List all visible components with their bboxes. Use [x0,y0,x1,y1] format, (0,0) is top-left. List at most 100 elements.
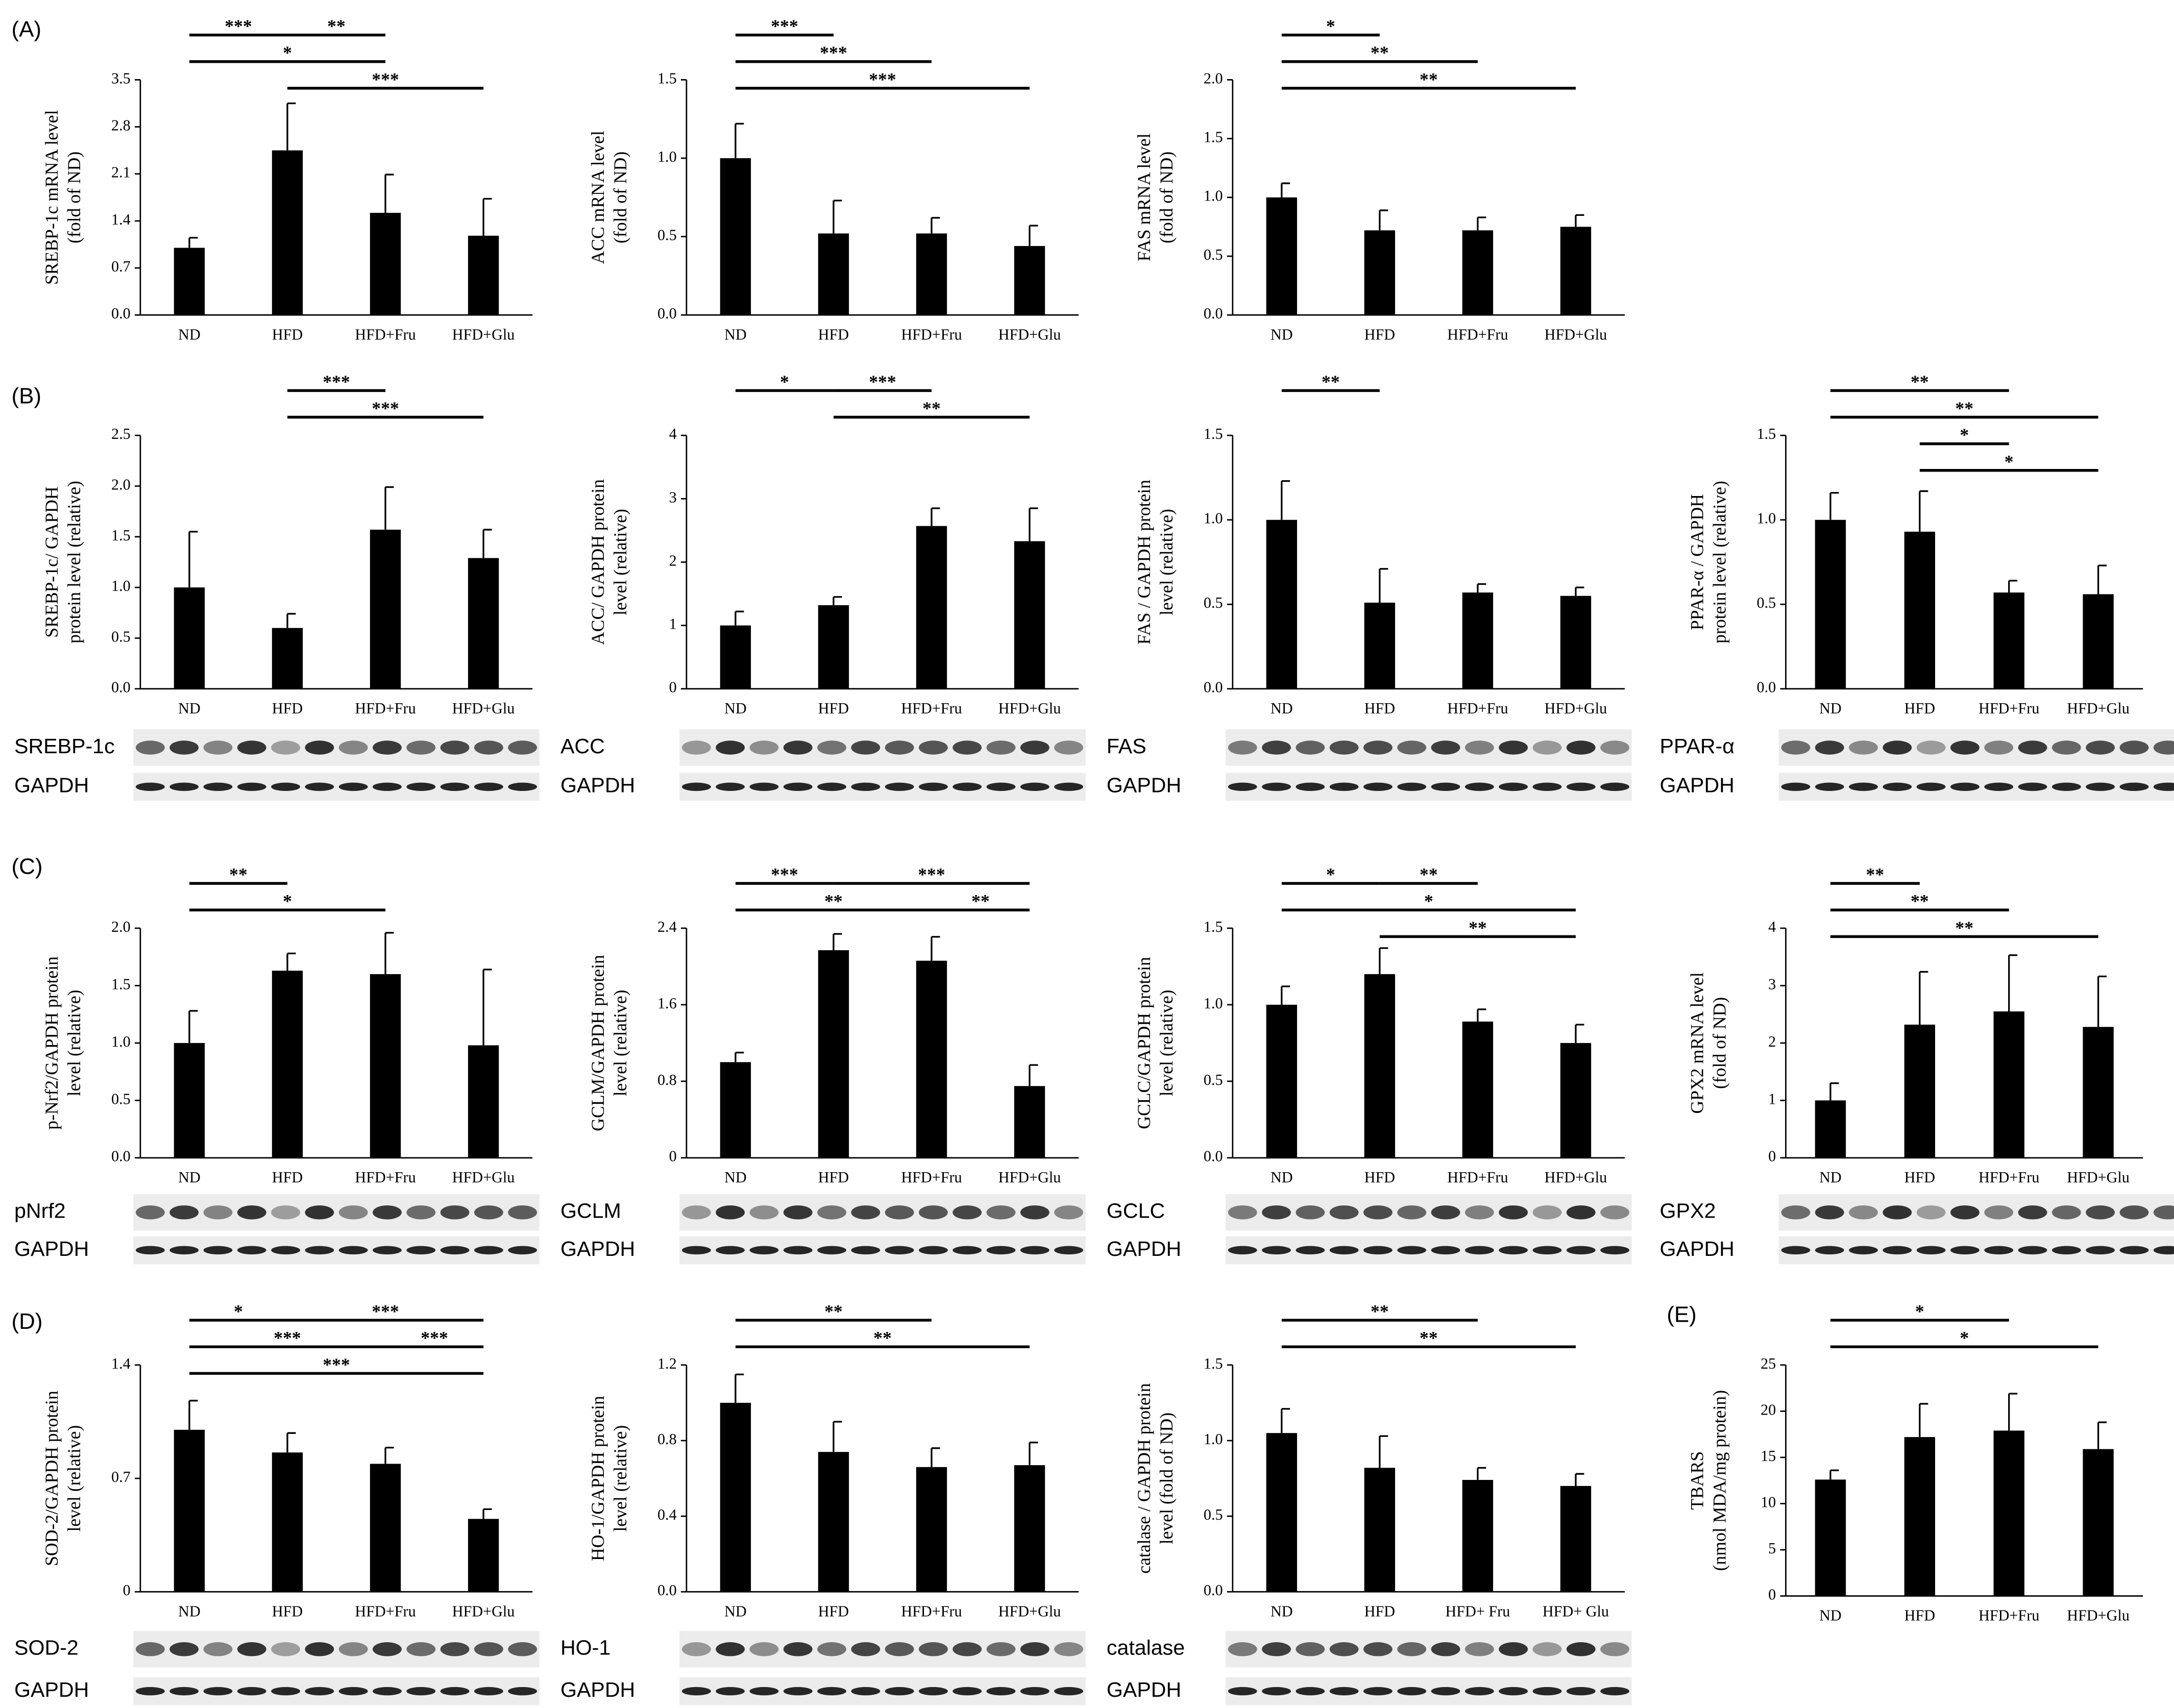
blot-band [1950,782,1980,791]
y-tick-label: 1 [1768,1090,1776,1107]
chart-panel: FAS mRNA level (fold of ND) 0.0 0.5 1.0 1.5 2.… [1134,16,1625,343]
y-axis-title: level (relative) [64,989,84,1096]
bar [1014,1086,1045,1158]
bar [2083,594,2114,689]
blot-band [1054,740,1084,755]
bar [916,1467,947,1592]
x-tick-label: HFD+Glu [452,1602,515,1620]
x-tick-label: HFD+Fru [355,1169,416,1186]
blot-band [918,782,948,791]
y-tick-label: 2 [669,552,677,569]
blot-band [406,740,436,755]
blot-band [885,1205,914,1220]
blot-band [1849,740,1878,755]
blot-band [406,1642,436,1656]
blot-band [1363,1687,1393,1696]
y-axis-title: p-Nrf2/GAPDH protein [41,956,62,1130]
blot-band [1296,1642,1325,1656]
blot-band [508,1642,538,1656]
blot-label: GAPDH [1660,774,1735,797]
blot-band [986,782,1016,791]
bar [720,1402,751,1592]
blot-band [1296,782,1325,791]
blot-band [2086,782,2115,791]
blot-band [508,740,538,755]
bar [1815,519,1846,689]
blot-label: HO-1 [560,1636,610,1660]
x-tick-label: HFD+ Fru [1446,1602,1510,1620]
y-tick-label: 0.0 [1204,305,1223,322]
blot-band [1054,1246,1084,1255]
bar [272,628,303,689]
blot-band [952,782,982,791]
y-tick-label: 0.0 [1757,679,1776,696]
y-tick-label: 4 [1768,918,1776,935]
blot-band [716,1246,745,1255]
y-tick-label: 0.5 [111,1090,131,1107]
y-tick-label: 0.0 [1204,679,1223,696]
blot-strip [679,729,1086,766]
x-tick-label: HFD+Glu [2067,700,2130,717]
y-axis-title: (fold of ND) [1156,152,1177,243]
blot-band [1054,782,1084,791]
x-tick-label: ND [1271,1602,1293,1620]
blot-band [783,1642,813,1656]
blot-band [203,1642,233,1656]
x-tick-label: HFD [272,700,303,717]
bar [1014,541,1045,689]
y-axis-title: GPX2 mRNA level [1687,972,1707,1113]
blot-band [1020,1246,1049,1255]
bar [1266,1433,1298,1592]
y-axis-title: ACC mRNA level [588,131,608,264]
bar [1364,230,1396,315]
blot-band [135,1246,165,1255]
y-axis-title: level (relative) [1156,509,1177,615]
blot-band [817,740,846,755]
blot-band [1916,782,1946,791]
y-axis-title: SREBP-1c mRNA level [41,110,62,285]
significance-label: * [2005,451,2014,472]
blot-band [783,782,813,791]
blot-band [2018,782,2047,791]
y-tick-label: 0.0 [111,1148,131,1165]
y-axis-title: SOD-2/GAPDH protein [41,1391,62,1566]
y-tick-label: 1.0 [1204,1430,1223,1448]
x-tick-label: HFD+Fru [355,1602,416,1620]
blot-band [1950,1205,1980,1220]
blot-band [1815,1246,1844,1255]
bar [370,213,401,315]
blot-band [305,782,334,791]
x-tick-label: ND [1271,700,1293,717]
chart-panel: (A) SREBP-1c mRNA level (fold of ND) 0.0 0.7… [12,16,533,343]
y-tick-label: 1.6 [657,995,677,1012]
blot-band [1228,1205,1257,1220]
blot-strip [1226,773,1632,801]
significance-label: * [1960,1328,1969,1348]
panel-label: (C) [12,854,43,879]
bar [468,1045,499,1158]
y-tick-label: 0.7 [111,258,131,275]
blot-band [851,740,881,755]
blot-band [1883,1246,1912,1255]
blot-band [1228,740,1257,755]
blot-band [1020,1205,1049,1220]
blot-band [885,1246,914,1255]
blot-band [1464,1642,1494,1656]
blot-band [203,1687,233,1696]
blot-band [338,782,368,791]
bar [1462,1480,1494,1592]
blot-band [373,1687,402,1696]
blot-band [373,1205,402,1220]
blot-band [305,1687,334,1696]
x-tick-label: HFD+Fru [1447,700,1508,717]
blot-band [885,1687,914,1696]
blot-band [749,1246,779,1255]
blot-band [1431,782,1460,791]
bar [1560,1486,1592,1592]
blot-band [1262,1205,1291,1220]
y-tick-label: 0 [669,1148,677,1165]
blot-band [1600,1246,1629,1255]
blot-band [1883,1205,1912,1220]
blot-band [1329,740,1359,755]
blot-band [203,782,233,791]
